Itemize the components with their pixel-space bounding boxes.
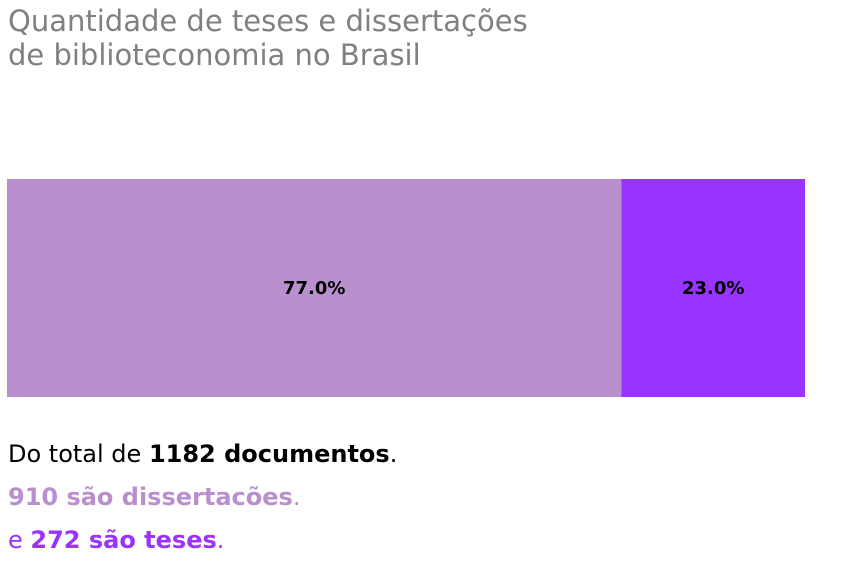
summary-total-count: 1182 documentos xyxy=(148,440,390,468)
summary-dissertations-line: 910 são dissertacões. xyxy=(8,483,300,511)
chart-title: Quantidade de teses e dissertações de bi… xyxy=(8,4,528,72)
summary-dissertations-suffix: . xyxy=(292,483,301,511)
bar-segment-teses xyxy=(621,179,805,397)
summary-theses-line: e 272 são teses. xyxy=(8,526,224,554)
summary-total-prefix: Do total de xyxy=(8,440,149,468)
summary-total-line: Do total de 1182 documentos. xyxy=(8,440,397,468)
summary-theses-count: 272 são teses xyxy=(30,526,217,554)
bar-segment-dissertações xyxy=(7,179,622,397)
summary-total-suffix: . xyxy=(389,440,398,468)
summary-dissertations-count: 910 são dissertacões xyxy=(8,483,293,511)
bar-label-teses: 23.0% xyxy=(682,278,744,299)
chart-title-line-2: de biblioteconomia no Brasil xyxy=(8,38,421,72)
bar-label-dissertações: 77.0% xyxy=(283,278,345,299)
summary-theses-prefix: e xyxy=(8,526,31,554)
chart-title-line-1: Quantidade de teses e dissertações xyxy=(8,4,528,38)
summary-theses-suffix: . xyxy=(216,526,225,554)
